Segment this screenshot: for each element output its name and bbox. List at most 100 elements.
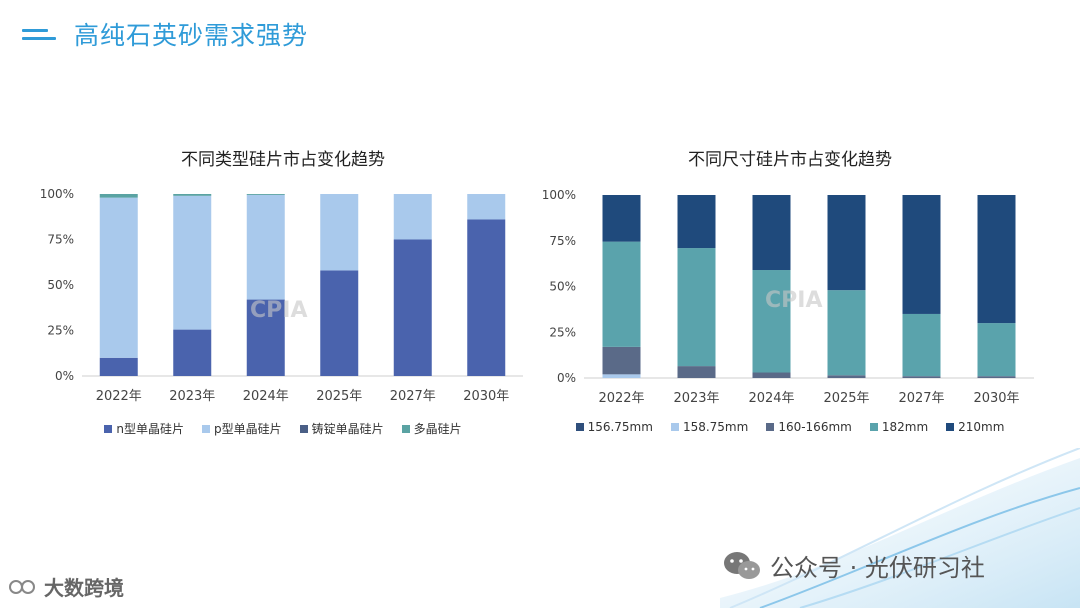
bar-segment — [602, 346, 641, 375]
bar-segment — [827, 195, 866, 291]
bar-segment — [393, 239, 432, 376]
legend-item: n型单晶硅片 — [104, 420, 184, 437]
bar-segment — [246, 194, 285, 300]
bar-segment — [677, 195, 716, 249]
brand-text: 大数跨境 — [44, 576, 124, 600]
y-tick-label: 100% — [542, 188, 576, 202]
legend-label: 210mm — [958, 420, 1005, 434]
y-tick-label: 0% — [55, 369, 74, 383]
bar-segment — [752, 372, 791, 378]
legend-label: n型单晶硅片 — [116, 422, 184, 436]
x-tick-label: 2024年 — [243, 389, 289, 404]
y-tick-label: 50% — [47, 278, 74, 292]
bar-segment — [902, 313, 941, 377]
chart-svg-wafer-type: 0% 25% 50% 75% 100% 2022年 2023年 2024年 2025年 2027年… — [40, 187, 523, 404]
bar-segment — [99, 357, 138, 376]
chart-legend: n型单晶硅片 p型单晶硅片 铸锭单晶硅片 多晶硅片 — [38, 420, 528, 437]
brand-logo-icon — [9, 579, 35, 594]
slide-title: 高纯石英砂需求强势 — [22, 14, 308, 54]
bar-segment — [827, 290, 866, 376]
bar-segment — [467, 194, 506, 220]
legend-item: 182mm — [869, 420, 929, 434]
bar-segment — [752, 270, 791, 373]
wechat-text: 公众号 · 光伏研习社 — [770, 554, 985, 582]
legend-swatch — [201, 424, 210, 433]
bar-segment — [977, 323, 1016, 377]
y-tick-label: 50% — [549, 280, 576, 294]
bar-segment — [173, 329, 212, 376]
bar-segment — [320, 270, 359, 376]
x-tick-label: 2022年 — [598, 391, 644, 406]
x-tick-label: 2023年 — [169, 389, 215, 404]
x-tick-label: 2027年 — [898, 391, 944, 406]
legend-item: 210mm — [946, 420, 1004, 434]
legend-item: p型单晶硅片 — [201, 420, 282, 437]
legend-swatch — [401, 424, 410, 433]
bar-segment — [602, 195, 641, 242]
bar-segment — [246, 299, 285, 376]
bar-segment — [827, 375, 866, 378]
y-tick-label: 25% — [47, 324, 74, 338]
bar-segment — [173, 195, 212, 330]
x-tick-label: 2025年 — [316, 389, 362, 404]
y-tick-label: 75% — [47, 233, 74, 247]
bar-segment — [677, 248, 716, 367]
legend-item: 156.75mm — [575, 420, 653, 434]
bar-segment — [677, 366, 716, 378]
page-title: 高纯石英砂需求强势 — [74, 21, 309, 50]
legend-label: 182mm — [881, 420, 929, 434]
bar-segment — [467, 219, 506, 376]
y-tick-label: 100% — [40, 187, 74, 201]
x-tick-label: 2030年 — [463, 389, 509, 404]
legend-swatch — [869, 423, 878, 431]
chart-title: 不同类型硅片市占变化趋势 — [181, 150, 385, 170]
legend-swatch — [575, 423, 584, 431]
bar-segment — [99, 197, 138, 358]
watermark-right: CPIA — [765, 288, 823, 313]
legend-swatch — [104, 424, 113, 433]
legend-item: 160-166mm — [766, 420, 852, 434]
y-tick-label: 0% — [557, 371, 576, 385]
bar-segment — [320, 194, 359, 271]
x-tick-label: 2023年 — [673, 391, 719, 406]
legend-item: 铸锭单晶硅片 — [299, 420, 384, 437]
chart-legend: 156.75mm 158.75mm 160-166mm 182mm 210mm — [540, 420, 1040, 434]
chart-wafer-type: 不同类型硅片市占变化趋势 0% 25% 50% 75% 100% 2022年 2023年 20… — [38, 140, 528, 450]
legend-swatch — [766, 423, 775, 431]
bar-segment — [977, 376, 1016, 378]
bar-segment — [752, 195, 791, 271]
bar-segment — [977, 195, 1016, 324]
bar-segment — [99, 194, 138, 198]
x-tick-label: 2022年 — [96, 389, 142, 404]
x-tick-label: 2030年 — [973, 391, 1019, 406]
chart-title: 不同尺寸硅片市占变化趋势 — [688, 150, 892, 170]
legend-label: 156.75mm — [587, 420, 653, 434]
bar-segment — [173, 194, 212, 196]
y-tick-label: 25% — [549, 325, 576, 339]
wechat-account: 公众号 · 光伏研习社 — [722, 548, 985, 583]
brand-watermark: 大数跨境 — [8, 572, 124, 601]
decorative-wave — [720, 448, 1080, 608]
legend-item: 多晶硅片 — [401, 420, 462, 437]
chart-wafer-size: 不同尺寸硅片市占变化趋势 0% 25% 50% 75% 100% 2022年 2023年 20… — [540, 140, 1040, 450]
x-tick-label: 2027年 — [390, 389, 436, 404]
bar-segment — [602, 241, 641, 347]
legend-item: 158.75mm — [670, 420, 748, 434]
bar-segment — [902, 195, 941, 314]
legend-label: p型单晶硅片 — [213, 422, 282, 436]
x-tick-label: 2025年 — [823, 391, 869, 406]
legend-swatch — [299, 424, 308, 433]
x-tick-label: 2024年 — [748, 391, 794, 406]
bar-segment — [602, 374, 641, 378]
title-lines-icon — [22, 24, 56, 44]
legend-label: 多晶硅片 — [413, 422, 462, 436]
legend-label: 160-166mm — [778, 420, 852, 434]
wechat-icon — [724, 551, 760, 579]
bar-segment — [393, 194, 432, 240]
watermark-left: CPIA — [250, 298, 308, 323]
legend-swatch — [946, 423, 955, 431]
chart-svg-wafer-size: 0% 25% 50% 75% 100% 2022年 2023年 2024年 2025年 2027年… — [542, 188, 1034, 406]
bar-segment — [246, 194, 285, 195]
y-tick-label: 75% — [549, 234, 576, 248]
bar-segment — [902, 376, 941, 378]
